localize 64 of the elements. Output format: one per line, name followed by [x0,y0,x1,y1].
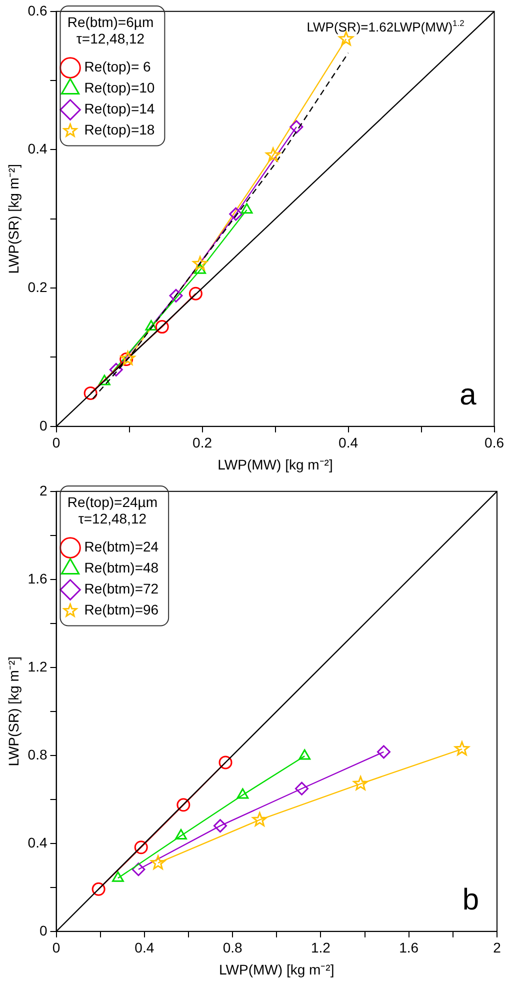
x-tick-label: 2 [493,940,502,956]
y-tick-label: 1.6 [28,570,48,586]
legend-title: Re(btm)=6µm τ=12,48,12 [67,14,154,47]
y-tick-label: 0.2 [28,278,48,295]
y-axis-title: LWP(SR) [kg m⁻²] [5,164,22,274]
point [175,828,187,840]
y-tick-label: 2 [39,482,48,498]
legend-title: Re(top)=24µm τ=12,48,12 [67,494,158,527]
legend-label: Re(top)=14 [84,100,155,117]
legend-label: Re(top)= 6 [84,58,152,75]
point [92,882,106,896]
y-tick-label: 0 [39,417,48,434]
point [109,362,123,376]
point [454,741,470,756]
point [376,745,390,759]
point [150,855,166,870]
x-axis-title: LWP(MW) [kg m⁻²] [218,456,333,472]
x-tick-label: 1.2 [310,940,331,956]
point [290,120,304,134]
y-tick-label: 0.8 [28,746,48,762]
point [112,871,124,882]
point [176,798,190,812]
point [218,756,232,770]
legend-label: Re(top)=10 [84,80,155,96]
x-tick-label: 0.2 [192,434,212,451]
x-tick-label: 1.6 [399,940,419,956]
point [213,819,227,833]
point [98,374,110,386]
x-tick-label: 0 [52,940,60,956]
point [155,320,169,334]
legend-label: Re(btm)=72 [84,580,159,597]
legend-label: Re(btm)=48 [84,560,159,576]
x-tick-label: 0.4 [338,434,358,451]
point [353,776,368,790]
point [192,256,208,270]
x-tick-label: 0.6 [484,434,504,451]
y-tick-label: 0.4 [28,140,48,157]
y-tick-label: 0 [39,922,48,938]
legend-label: Re(top)=18 [84,122,155,138]
point [134,840,148,854]
point [298,749,311,760]
point [236,788,249,799]
point [84,386,98,400]
x-tick-label: 0.8 [222,940,242,956]
x-tick-label: 0 [52,434,60,451]
point [132,862,146,876]
point [188,286,202,300]
point [169,288,183,302]
point [145,320,158,331]
y-axis-title: LWP(SR) [kg m⁻²] [5,656,22,766]
point [266,148,280,162]
point [229,207,243,221]
annotation: b [462,883,480,916]
point [252,812,268,826]
x-tick-label: 0.4 [134,940,154,956]
point [240,203,253,214]
legend-label: Re(btm)=96 [84,602,159,618]
y-tick-label: 0.4 [28,834,48,850]
point [295,782,309,796]
y-tick-label: 0.6 [28,2,48,18]
legend-label: Re(btm)=24 [84,538,159,555]
annotation: a [460,378,477,412]
y-tick-label: 1.2 [28,658,48,674]
x-axis-title: LWP(MW) [kg m⁻²] [219,961,334,978]
